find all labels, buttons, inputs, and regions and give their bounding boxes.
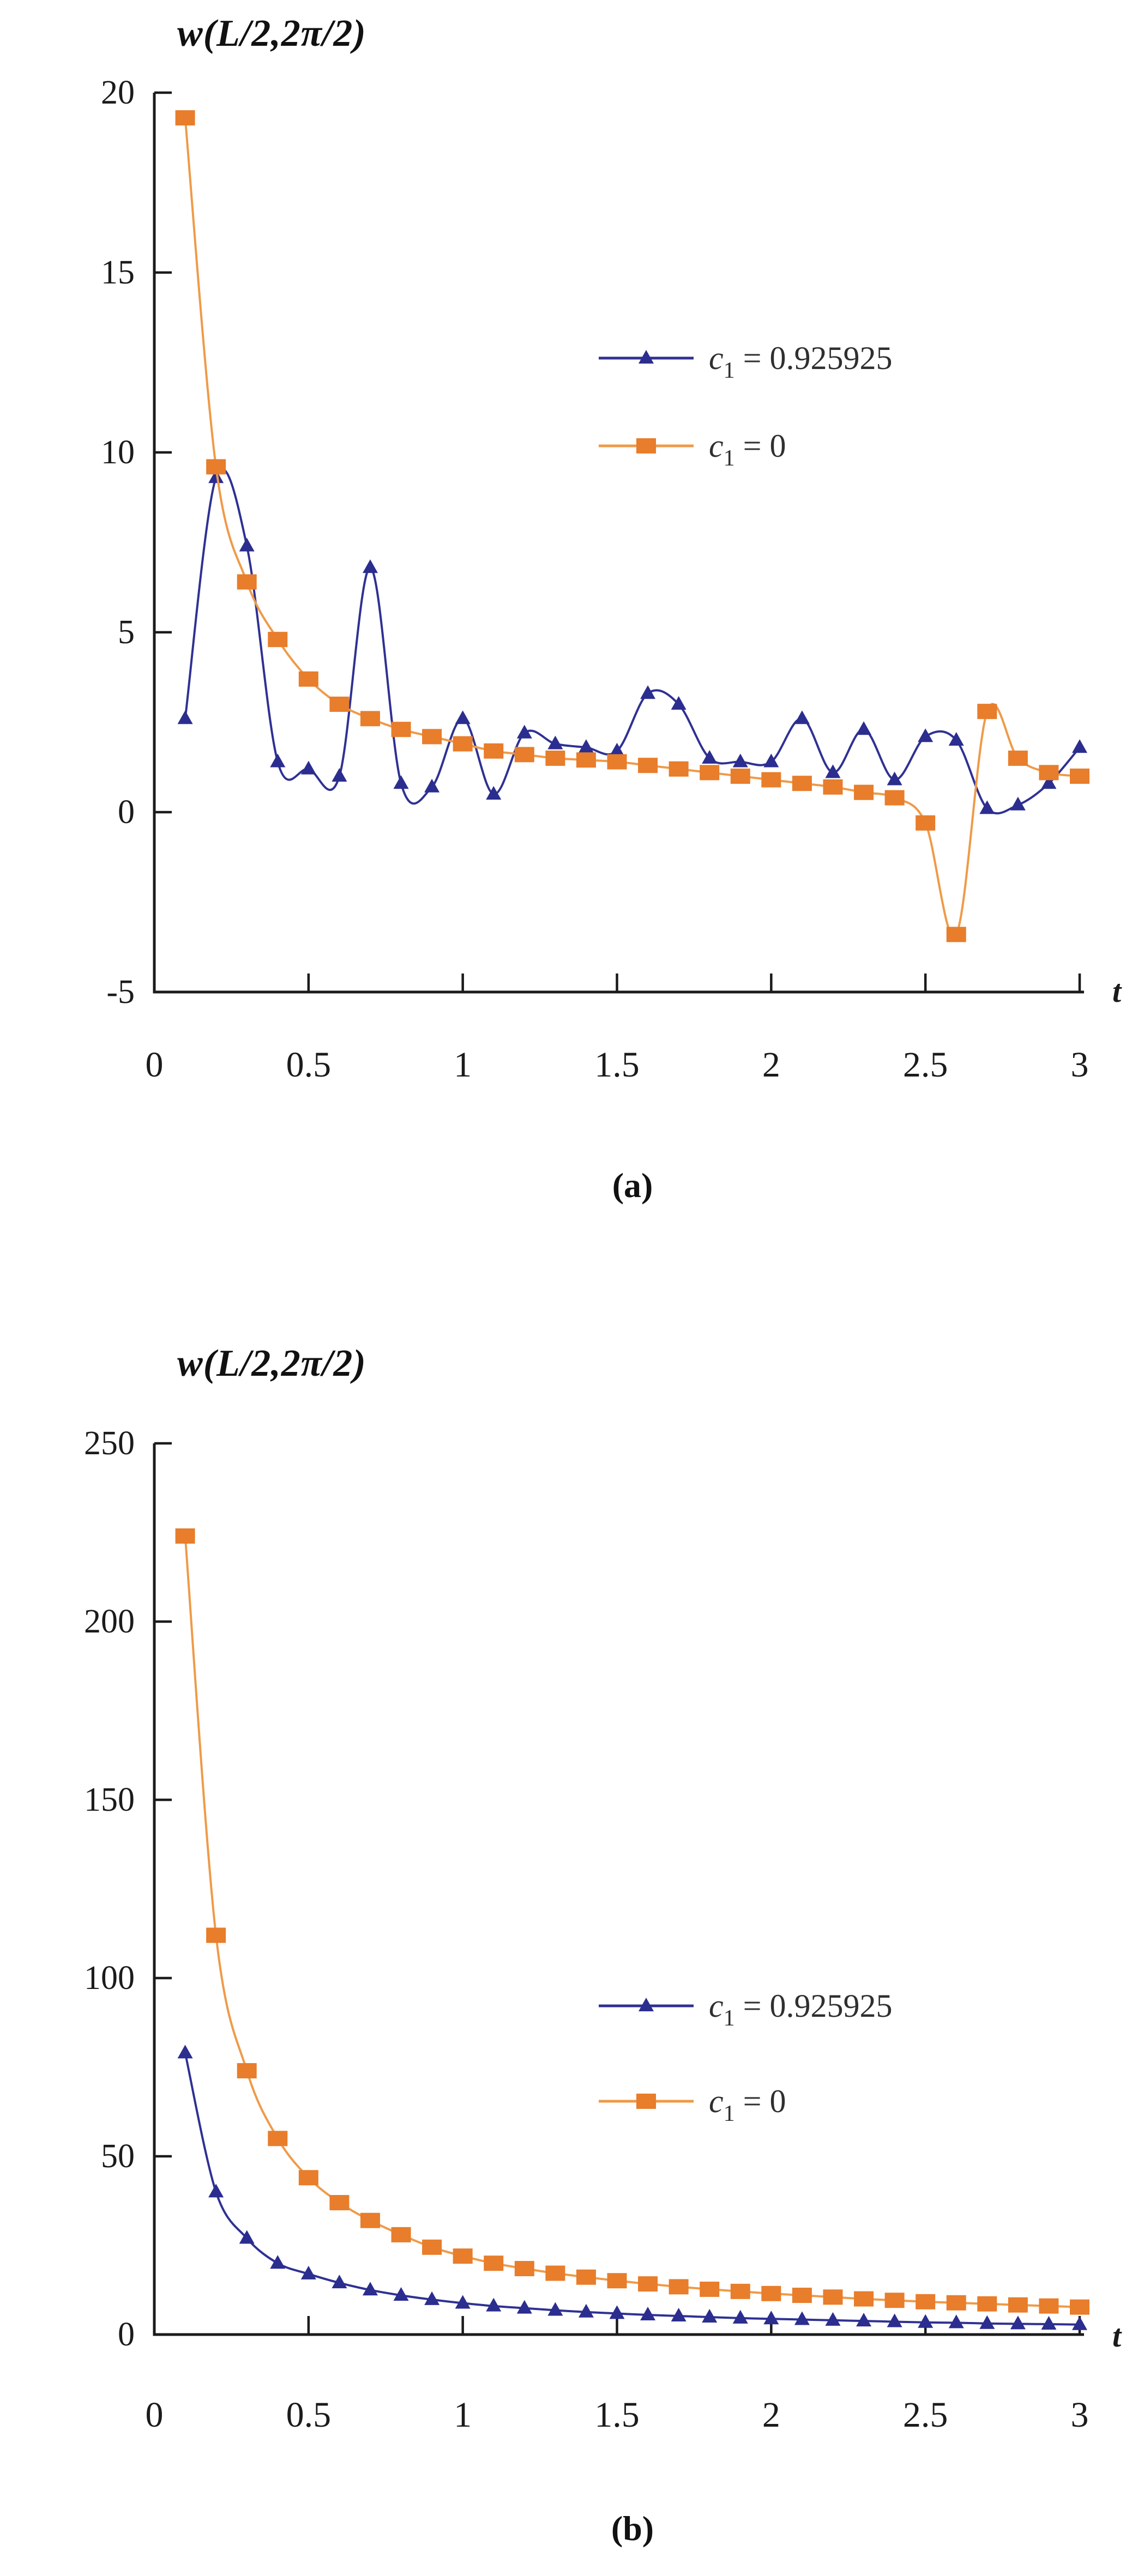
chart-b-caption: (b) xyxy=(611,2509,654,2548)
chart-b-title: w(L/2,2π/2) xyxy=(177,1343,366,1384)
y-tick-label: 15 xyxy=(101,254,135,291)
series-1-curve xyxy=(184,118,1080,938)
x-tick-label: 1 xyxy=(454,1045,472,1085)
y-tick-label: 0 xyxy=(118,2316,135,2353)
series-0-markers xyxy=(177,2045,1087,2330)
y-tick-label: 50 xyxy=(101,2138,135,2175)
series-1-curve xyxy=(184,1535,1080,2308)
series-0-curve xyxy=(184,468,1081,815)
chart-a-title: w(L/2,2π/2) xyxy=(177,13,366,55)
axes xyxy=(153,93,1084,994)
y-axis-ticks: 20 15 10 5 0 -5 xyxy=(101,74,172,1011)
x-tick-label: 1.5 xyxy=(594,1045,640,1085)
x-tick-label: 3 xyxy=(1071,1045,1089,1085)
y-tick-label: 5 xyxy=(118,614,135,651)
y-tick-label: 0 xyxy=(118,794,135,831)
legend-label: c1 = 0.925925 xyxy=(709,340,892,383)
x-tick-label: 0 xyxy=(146,1045,164,1085)
x-tick-label: 2 xyxy=(762,2395,780,2435)
series-1-markers xyxy=(175,110,1089,942)
y-tick-label: 10 xyxy=(101,434,135,471)
legend-row-0: c1 = 0.925925 xyxy=(599,1988,892,2031)
chart-b-plot: 250 200 150 100 50 0 0 0.5 1 1.5 2 2.5 3 t c1 = 0.9259… xyxy=(84,1425,1122,2435)
chart-a-caption: (a) xyxy=(612,1166,653,1205)
y-tick-label: 250 xyxy=(84,1425,135,1462)
y-tick-label: 200 xyxy=(84,1603,135,1640)
x-tick-label: 0 xyxy=(146,2395,164,2435)
y-tick-label: 20 xyxy=(101,74,135,111)
x-tick-label: 2.5 xyxy=(903,1045,948,1085)
x-tick-label: 2.5 xyxy=(903,2395,948,2435)
y-tick-label: 100 xyxy=(84,1960,135,1997)
legend-row-1: c1 = 0 xyxy=(599,2083,786,2126)
axes xyxy=(153,1443,1084,2336)
x-tick-label: 1.5 xyxy=(594,2395,640,2435)
x-axis-ticks: 0 0.5 1 1.5 2 2.5 3 xyxy=(146,973,1089,1085)
y-axis-ticks: 250 200 150 100 50 0 xyxy=(84,1425,172,2353)
legend: c1 = 0.925925 c1 = 0 xyxy=(599,340,892,471)
legend-row-1: c1 = 0 xyxy=(599,428,786,471)
series-1-markers xyxy=(175,1528,1089,2315)
x-axis-ticks: 0 0.5 1 1.5 2 2.5 3 xyxy=(146,2316,1089,2435)
series-0-markers xyxy=(177,469,1087,814)
legend-label: c1 = 0.925925 xyxy=(709,1988,892,2031)
legend-label: c1 = 0 xyxy=(709,2083,786,2126)
legend: c1 = 0.925925 c1 = 0 xyxy=(599,1988,892,2126)
x-axis-label: t xyxy=(1112,2318,1122,2354)
x-tick-label: 3 xyxy=(1071,2395,1089,2435)
x-tick-label: 1 xyxy=(454,2395,472,2435)
x-axis-label: t xyxy=(1112,973,1122,1009)
y-tick-label: -5 xyxy=(106,973,135,1011)
y-tick-label: 150 xyxy=(84,1781,135,1818)
x-tick-label: 2 xyxy=(762,1045,780,1085)
x-tick-label: 0.5 xyxy=(286,2395,332,2435)
x-tick-label: 0.5 xyxy=(286,1045,332,1085)
legend-row-0: c1 = 0.925925 xyxy=(599,340,892,383)
legend-label: c1 = 0 xyxy=(709,428,786,471)
